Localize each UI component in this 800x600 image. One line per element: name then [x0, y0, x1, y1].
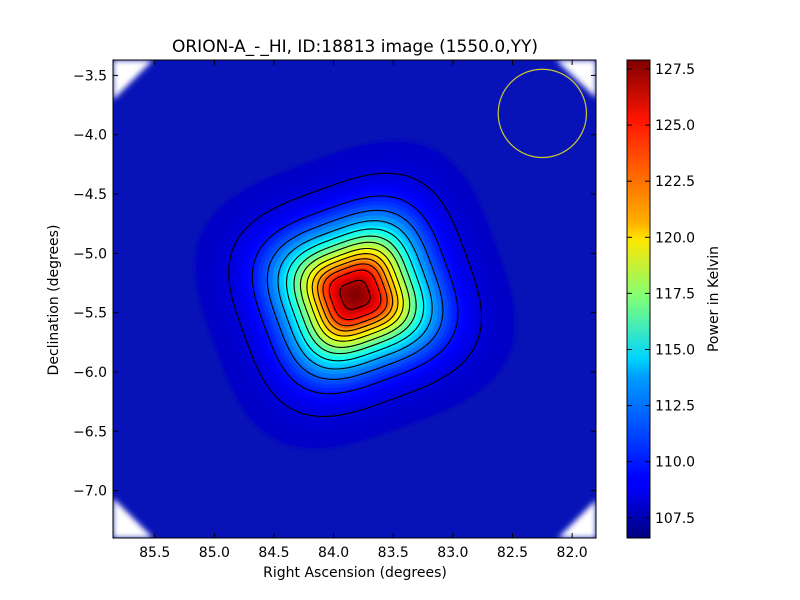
- contour-line: [251, 195, 459, 395]
- y-tick-label: −5.5: [73, 306, 107, 322]
- y-tick-label: −4.5: [73, 187, 107, 203]
- y-tick-label: −4.0: [73, 128, 107, 144]
- x-tick-label: 84.5: [258, 545, 289, 561]
- colorbar-tick-label: 117.5: [655, 286, 695, 302]
- heatmap-level: [353, 292, 358, 297]
- x-axis-label: Right Ascension (degrees): [263, 565, 447, 581]
- contour-line: [285, 228, 425, 362]
- contour-line: [266, 209, 444, 380]
- colorbar-tick-label: 115.0: [655, 342, 695, 358]
- contour-lines: [228, 172, 483, 417]
- contour-line: [339, 279, 371, 310]
- y-tick-label: −5.0: [73, 246, 107, 262]
- x-tick-label: 85.5: [139, 545, 170, 561]
- contour-line: [317, 258, 394, 332]
- blank-corner-top-left: [113, 60, 153, 100]
- x-tick-label: 83.0: [437, 545, 468, 561]
- x-tick-label: 83.5: [378, 545, 409, 561]
- beam-circle: [497, 68, 588, 159]
- colorbar-tick-label: 112.5: [655, 399, 695, 415]
- x-tick-label: 85.0: [199, 545, 230, 561]
- colorbar-tick-label: 107.5: [655, 511, 695, 527]
- contour-line: [322, 263, 388, 327]
- x-axis: 85.5 85.0 84.5 84.0 83.5 83.0 82.5 82.0: [139, 60, 588, 561]
- colorbar-tick-label: 110.0: [655, 455, 695, 471]
- colorbar-label: Power in Kelvin: [706, 246, 722, 352]
- x-tick-label: 84.0: [318, 545, 349, 561]
- contour-line: [299, 241, 411, 348]
- colorbar-gradient: [626, 59, 651, 539]
- y-tick-label: −7.0: [73, 484, 107, 500]
- colorbar-tick-label: 122.5: [655, 174, 695, 190]
- contour-line: [228, 172, 483, 417]
- y-tick-label: −6.5: [73, 424, 107, 440]
- contour-line: [306, 247, 404, 342]
- y-tick-label: −3.5: [73, 68, 107, 84]
- blank-corner-bottom-left: [113, 498, 153, 538]
- y-tick-label: −6.0: [73, 365, 107, 381]
- colorbar-tick-label: 120.0: [655, 230, 695, 246]
- x-tick-label: 82.5: [497, 545, 528, 561]
- colorbar-ticks: 107.5 110.0 112.5 115.0 117.5 120.0 122.5 125.0…: [627, 62, 695, 527]
- blank-corner-bottom-right: [558, 500, 596, 538]
- chart-title: ORION-A_-_HI, ID:18813 image (1550.0,YY): [172, 37, 538, 57]
- x-tick-label: 82.0: [557, 545, 588, 561]
- y-axis: −3.5 −4.0 −4.5 −5.0 −5.5 −6.0 −6.5 −7.0: [73, 68, 596, 500]
- contour-line: [277, 220, 433, 370]
- contour-line: [311, 253, 399, 337]
- blank-corner-top-right: [556, 60, 596, 98]
- plot-frame: [112, 59, 597, 539]
- colorbar-tick-label: 127.5: [655, 62, 695, 78]
- y-axis-label: Declination (degrees): [46, 225, 62, 376]
- contour-line: [328, 269, 382, 321]
- colorbar: 107.5 110.0 112.5 115.0 117.5 120.0 122.5 125.0…: [626, 59, 722, 539]
- colorbar-tick-label: 125.0: [655, 118, 695, 134]
- plot-area: 85.5 85.0 84.5 84.0 83.5 83.0 82.5 82.0 −3.5 −4.…: [73, 59, 597, 561]
- contour-line: [293, 235, 417, 355]
